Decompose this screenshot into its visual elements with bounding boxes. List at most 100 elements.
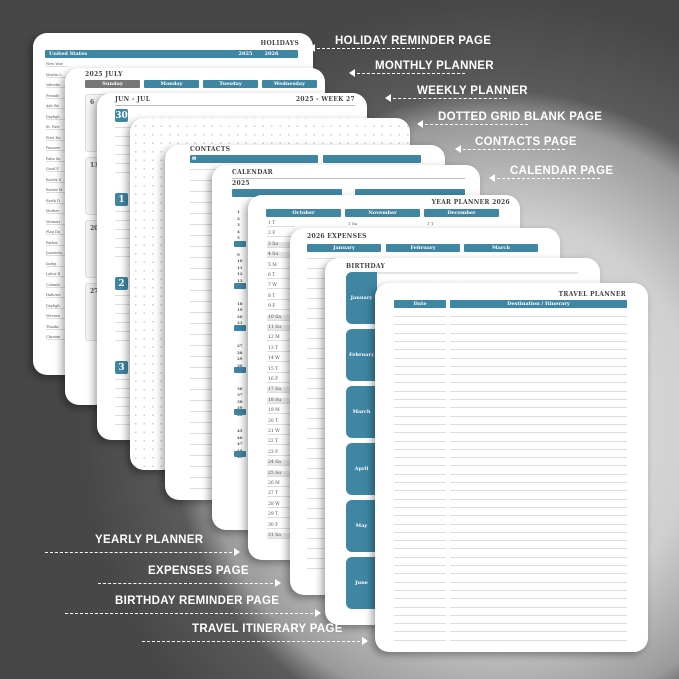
holiday-item: Labor D: [46, 272, 68, 277]
expense-line: [307, 328, 337, 329]
row-line: [394, 482, 446, 483]
holiday-item: Flag Da: [46, 230, 68, 235]
month-bar: [234, 283, 246, 289]
row-line: [394, 415, 446, 417]
week-number: 5: [237, 235, 240, 240]
month-tab: January: [346, 272, 377, 324]
november-day: 1 Su: [348, 221, 358, 226]
day-badge: 30: [115, 109, 128, 122]
holiday-item: St. Patr: [46, 125, 68, 130]
week-number: 10: [237, 258, 243, 263]
week-number: 4: [237, 228, 240, 234]
expense-line: [307, 518, 337, 519]
week-number: 11: [237, 264, 243, 270]
date-number: 27: [90, 288, 99, 295]
weekday-header: Sunday: [85, 80, 140, 88]
day-row: 26 M: [267, 481, 295, 487]
row-line: [450, 515, 627, 517]
expense-line: [307, 408, 337, 409]
row-line: [450, 473, 627, 475]
page-label: HOLIDAY REMINDER PAGE: [335, 35, 492, 47]
row-line: [450, 332, 627, 334]
month-bar: [234, 367, 246, 373]
row-line: [450, 506, 627, 508]
holiday-item: Valentin: [46, 83, 68, 88]
row-line: [450, 349, 627, 351]
country-select[interactable]: United States: [45, 50, 298, 58]
day-row: 14 W: [267, 356, 295, 363]
date-number: 6: [90, 99, 95, 106]
page-label: DOTTED GRID BLANK PAGE: [438, 111, 603, 123]
holiday-item: Preside: [46, 94, 68, 99]
holiday-item: Indep.: [46, 262, 68, 267]
holiday-item: Dayligh: [46, 304, 68, 309]
contacts-header-bar-2: [323, 155, 421, 163]
row-line: [450, 614, 627, 616]
holiday-item: Juneteen: [46, 251, 68, 256]
week-number: 12: [237, 271, 243, 276]
holiday-item: Earth D: [46, 199, 68, 204]
row-line: [450, 448, 627, 450]
day-badge: 3: [115, 361, 128, 374]
month-february: February: [386, 244, 460, 252]
row-line: [394, 407, 446, 409]
expense-line: [307, 418, 337, 419]
holiday-item: Ash We: [46, 104, 68, 109]
country-label: United States: [49, 51, 88, 57]
arrow-right-icon: [142, 637, 368, 645]
row-line: [394, 390, 446, 392]
row-line: [450, 440, 627, 442]
row-line: [450, 589, 627, 591]
week-range: JUN - JUL: [115, 96, 151, 103]
row-line: [450, 581, 627, 583]
row-line: [394, 324, 446, 326]
day-row: 6 T: [267, 273, 295, 279]
row-line: [394, 365, 446, 367]
row-line: [450, 623, 627, 625]
page-label: CONTACTS PAGE: [475, 136, 577, 148]
row-line: [394, 565, 446, 566]
year-planner-title: YEAR PLANNER 2026: [431, 199, 510, 206]
row-line: [450, 374, 627, 376]
arrow-right-icon: [65, 609, 321, 617]
holiday-item: Memori: [46, 220, 68, 225]
row-line: [394, 465, 446, 467]
day-row: 15 T: [267, 367, 295, 373]
month-january: January: [307, 244, 381, 252]
row-line: [394, 332, 446, 334]
weekday-header: Monday: [144, 80, 199, 88]
month-bar: [234, 241, 246, 247]
week-number: 38: [237, 398, 243, 404]
arrow-left-icon: [417, 120, 528, 128]
birthday-title: BIRTHDAY: [346, 263, 386, 270]
expenses-title: 2026 EXPENSES: [307, 233, 367, 240]
day-row: 28 W: [267, 502, 295, 508]
row-line: [450, 423, 627, 425]
arrow-left-icon: [455, 145, 565, 153]
expense-line: [307, 428, 337, 429]
row-line: [394, 531, 446, 533]
week-number: 2: [237, 215, 240, 221]
week-number: 21: [237, 320, 243, 325]
day-row: 1 T: [267, 221, 295, 227]
row-line: [394, 357, 446, 359]
row-line: [450, 407, 627, 409]
column-destination: Destination / Itinerary: [450, 300, 627, 308]
week-number: 36: [237, 385, 243, 391]
week-number: 47: [237, 441, 243, 446]
day-row: 27 T: [267, 491, 295, 498]
day-row: 17 Sa: [267, 387, 295, 394]
expense-line: [307, 298, 337, 299]
month-bar: [234, 325, 246, 331]
date-number: 20: [90, 225, 99, 232]
row-line: [394, 581, 446, 583]
holiday-item: Dayligh: [46, 115, 68, 120]
holiday-item: First Da: [46, 136, 68, 141]
row-line: [394, 598, 446, 600]
month-tab: April: [346, 443, 377, 495]
page-label: EXPENSES PAGE: [148, 565, 249, 577]
month-bar: [234, 451, 246, 457]
row-line: [450, 606, 627, 608]
row-line: [450, 365, 627, 367]
month-bar: [234, 409, 246, 415]
